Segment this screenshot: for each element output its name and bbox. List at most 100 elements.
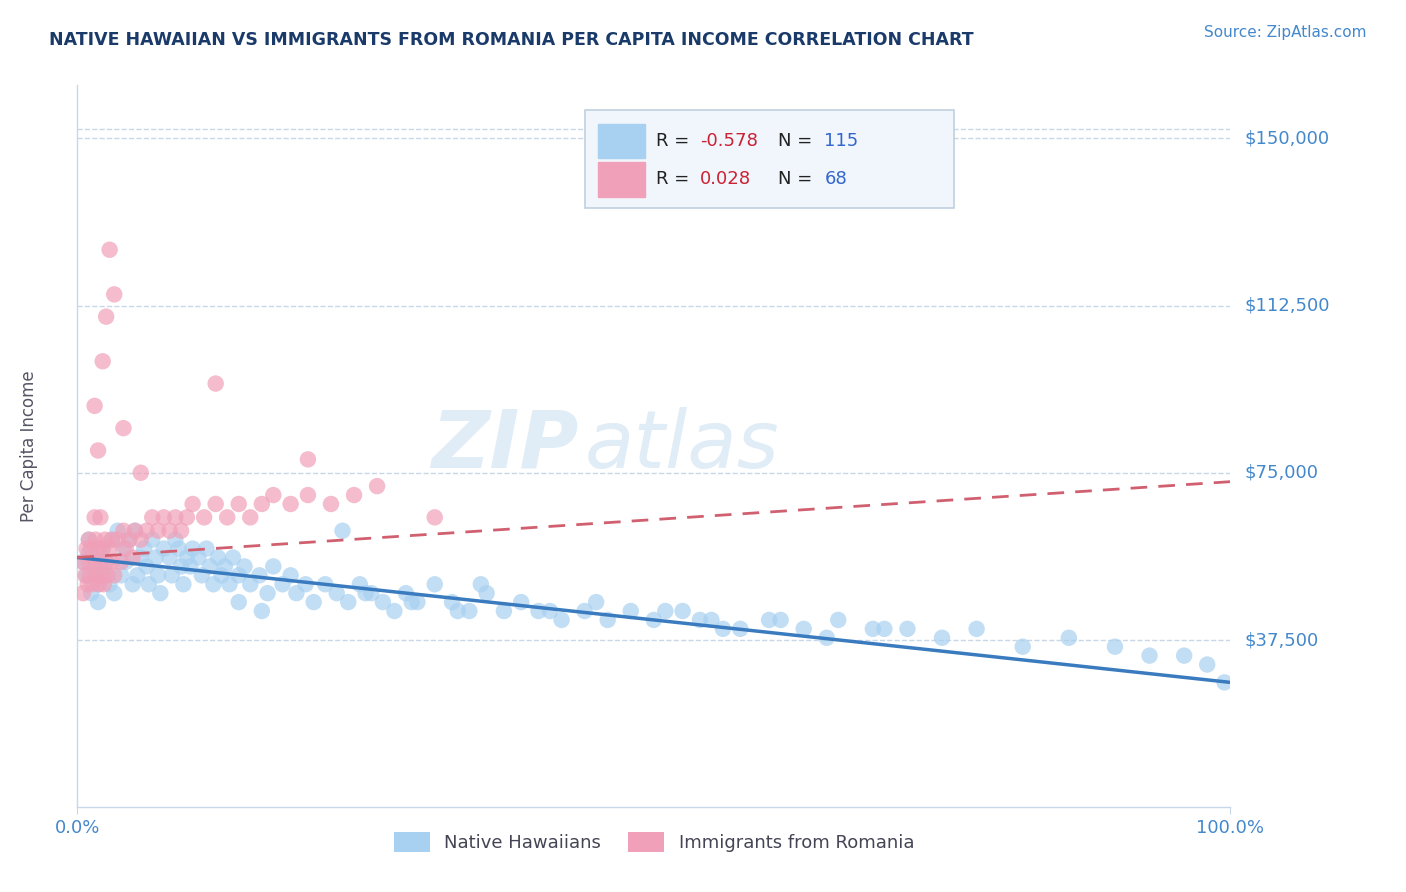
Point	[862, 622, 884, 636]
Point	[262, 559, 284, 574]
Point	[141, 510, 163, 524]
Point	[89, 555, 111, 569]
Point	[170, 524, 193, 538]
Point	[89, 555, 111, 569]
Point	[550, 613, 572, 627]
Point	[217, 510, 239, 524]
Point	[250, 604, 273, 618]
Point	[423, 510, 446, 524]
Point	[72, 555, 94, 569]
Point	[297, 452, 319, 467]
Point	[110, 555, 132, 569]
Point	[77, 533, 100, 547]
Point	[76, 541, 98, 556]
Point	[110, 568, 132, 582]
Point	[179, 559, 201, 574]
Point	[86, 568, 108, 582]
Point	[931, 631, 953, 645]
Point	[1139, 648, 1161, 663]
Point	[193, 510, 215, 524]
Point	[758, 613, 780, 627]
Point	[118, 533, 141, 547]
Point	[222, 550, 245, 565]
Point	[294, 577, 316, 591]
Point	[96, 555, 118, 569]
Point	[214, 559, 236, 574]
FancyBboxPatch shape	[599, 162, 644, 197]
Point	[654, 604, 676, 618]
Point	[77, 546, 100, 560]
Point	[285, 586, 308, 600]
Text: ZIP: ZIP	[432, 407, 579, 485]
Point	[87, 541, 110, 556]
Point	[1173, 648, 1195, 663]
Point	[72, 586, 94, 600]
Text: $112,500: $112,500	[1244, 296, 1330, 315]
Point	[112, 524, 135, 538]
Point	[83, 564, 105, 578]
Point	[711, 622, 734, 636]
Point	[79, 568, 101, 582]
Point	[83, 555, 105, 569]
Point	[256, 586, 278, 600]
Point	[896, 622, 918, 636]
Point	[470, 577, 492, 591]
Text: 68: 68	[824, 170, 848, 188]
Point	[96, 555, 118, 569]
Point	[228, 497, 250, 511]
Text: NATIVE HAWAIIAN VS IMMIGRANTS FROM ROMANIA PER CAPITA INCOME CORRELATION CHART: NATIVE HAWAIIAN VS IMMIGRANTS FROM ROMAN…	[49, 31, 974, 49]
Point	[239, 510, 262, 524]
Point	[360, 586, 382, 600]
Point	[170, 559, 193, 574]
Point	[371, 595, 394, 609]
Point	[730, 622, 752, 636]
Point	[101, 555, 124, 569]
Point	[77, 533, 100, 547]
FancyBboxPatch shape	[599, 124, 644, 159]
Point	[793, 622, 815, 636]
Point	[129, 466, 152, 480]
Point	[80, 541, 103, 556]
Point	[114, 541, 136, 556]
Point	[165, 533, 187, 547]
Point	[191, 568, 214, 582]
Text: $37,500: $37,500	[1244, 631, 1319, 649]
Point	[689, 613, 711, 627]
Point	[326, 586, 349, 600]
Point	[314, 577, 336, 591]
Point	[827, 613, 849, 627]
Point	[395, 586, 418, 600]
Point	[129, 533, 152, 547]
Point	[873, 622, 896, 636]
Point	[337, 595, 360, 609]
Point	[1104, 640, 1126, 654]
Point	[585, 595, 607, 609]
Point	[91, 541, 114, 556]
Point	[112, 541, 135, 556]
Point	[319, 497, 342, 511]
Point	[354, 586, 377, 600]
Point	[114, 555, 136, 569]
Point	[218, 577, 240, 591]
Point	[492, 604, 515, 618]
Point	[302, 595, 325, 609]
Point	[643, 613, 665, 627]
Point	[1011, 640, 1033, 654]
Point	[121, 550, 143, 565]
Point	[620, 604, 643, 618]
Point	[160, 568, 183, 582]
Point	[96, 568, 118, 582]
Point	[112, 421, 135, 435]
Point	[145, 550, 167, 565]
FancyBboxPatch shape	[585, 110, 953, 208]
Point	[672, 604, 695, 618]
Point	[83, 399, 105, 413]
Point	[176, 550, 198, 565]
Point	[101, 533, 124, 547]
Point	[83, 510, 105, 524]
Point	[98, 541, 121, 556]
Point	[141, 533, 163, 547]
Point	[596, 613, 619, 627]
Point	[297, 488, 319, 502]
Point	[118, 533, 141, 547]
